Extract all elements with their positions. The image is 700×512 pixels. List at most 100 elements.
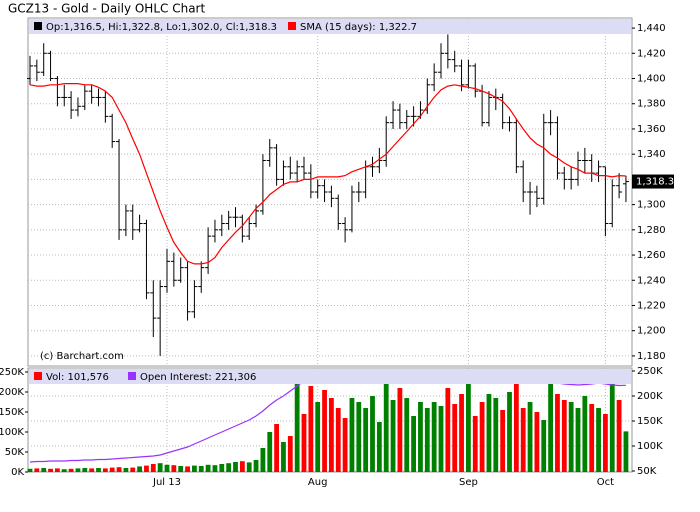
last-price-box (632, 174, 674, 189)
volume-bar (575, 408, 581, 472)
volume-bar (41, 468, 47, 472)
legend-text: Vol: 101,576 (46, 372, 109, 383)
volume-bar (294, 382, 300, 472)
legend-swatch (34, 22, 42, 30)
volume-bar (623, 431, 629, 472)
volume-bar (582, 396, 588, 472)
volume-bar (185, 466, 190, 472)
volume-bar (349, 398, 355, 472)
volume-bar (561, 400, 567, 472)
volume-bar (438, 406, 444, 472)
y-tick-label: 1,220 (637, 300, 666, 311)
volume-bar (356, 402, 362, 472)
y-tick-label: 250K (0, 367, 24, 378)
volume-bar (411, 416, 416, 472)
y-tick-label: 1,200 (637, 326, 666, 337)
volume-bar (418, 402, 423, 472)
volume-bar (459, 394, 464, 472)
y-tick-label: 1,240 (637, 275, 666, 286)
volume-bar (335, 408, 341, 472)
y-tick-label: 1,180 (637, 351, 666, 362)
y-tick-label: 100K (0, 427, 24, 438)
y-tick-label: 50K (5, 447, 25, 458)
legend-text: SMA (15 days): 1,322.7 (300, 22, 417, 33)
y2-tick-label: 250K (637, 366, 663, 377)
volume-bar (34, 468, 40, 472)
volume-bar (281, 442, 286, 472)
sma-line (29, 83, 626, 265)
volume-bar (82, 468, 88, 472)
x-tick-label: Sep (459, 477, 478, 488)
legend-swatch (288, 22, 296, 30)
y-tick-label: 200K (0, 387, 24, 398)
volume-bar (472, 416, 478, 472)
volume-bar (150, 464, 156, 472)
volume-bar (171, 465, 177, 472)
volume-bar (507, 392, 512, 472)
legend-swatch (128, 372, 136, 380)
volume-bar (239, 461, 245, 472)
volume-bar (102, 468, 108, 472)
volume-bar (274, 424, 279, 472)
last-price-label: 1,318.3 (636, 177, 674, 188)
volume-bar (486, 394, 492, 472)
y-tick-label: 150K (0, 407, 24, 418)
volume-bar (376, 422, 382, 472)
volume-bar (589, 404, 595, 472)
volume-bar (596, 408, 601, 472)
volume-bar (130, 467, 136, 472)
y2-tick-label: 200K (637, 391, 663, 402)
volume-bar (48, 468, 53, 472)
volume-bar (555, 394, 560, 472)
volume-bar (493, 398, 499, 472)
y2-tick-label: 150K (637, 416, 663, 427)
legend-swatch (34, 372, 42, 380)
volume-bar (75, 468, 81, 472)
volume-bar (520, 408, 526, 472)
volume-bar (267, 432, 273, 472)
volume-bar (226, 463, 232, 472)
legend-text: Op:1,316.5, Hi:1,322.8, Lo:1,302.0, Cl:1… (46, 22, 277, 33)
volume-bar (609, 384, 615, 472)
volume-bar (205, 464, 211, 472)
volume-bar (198, 466, 204, 472)
volume-bar (68, 468, 74, 472)
volume-bar (370, 396, 375, 472)
volume-bar (445, 388, 451, 472)
volume-bar (96, 468, 101, 472)
y-tick-label: 1,400 (637, 74, 666, 85)
volume-bar (123, 468, 129, 472)
volume-bar (479, 402, 485, 472)
y-tick-label: 1,380 (637, 99, 666, 110)
volume-bar (404, 398, 410, 472)
volume-bar (61, 469, 67, 472)
volume-bar (527, 402, 533, 472)
legend-strip (29, 19, 631, 34)
volume-bar (329, 398, 334, 472)
y-tick-label: 1,420 (637, 48, 666, 59)
legend-strip (29, 369, 631, 384)
chart-title: GCZ13 - Gold - Daily OHLC Chart (8, 2, 205, 16)
volume-bar (322, 390, 327, 472)
volume-bar (308, 386, 314, 472)
y-tick-label: 1,300 (637, 200, 666, 211)
volume-bar (603, 414, 608, 472)
volume-bar (383, 380, 389, 472)
volume-bar (27, 468, 33, 472)
volume-bar (568, 402, 574, 472)
volume-bar (390, 400, 396, 472)
volume-bar (178, 466, 184, 472)
x-tick-label: Aug (308, 477, 328, 488)
volume-bar (192, 465, 197, 472)
volume-bar (233, 462, 238, 472)
x-tick-label: Oct (597, 477, 614, 488)
volume-bar (363, 408, 369, 472)
y-tick-label: 0K (11, 467, 24, 478)
volume-bar (164, 464, 170, 472)
volume-bar (137, 466, 142, 472)
volume-bar (116, 467, 122, 472)
volume-bar (144, 465, 149, 472)
volume-bar (89, 468, 95, 472)
volume-bar (424, 408, 430, 472)
y-tick-label: 1,260 (637, 250, 666, 261)
